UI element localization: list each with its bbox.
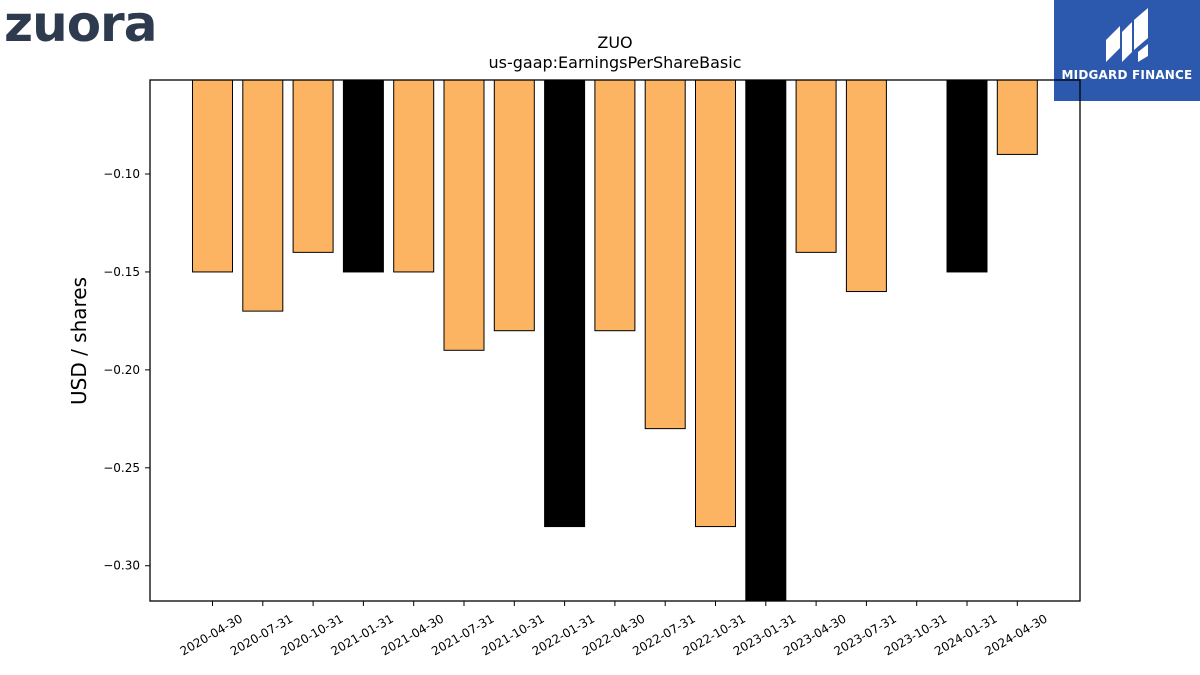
- chart-subtitle: us-gaap:EarningsPerShareBasic: [488, 53, 741, 72]
- bar-2023-04-30: [795, 79, 837, 253]
- partner-name: MIDGARD FINANCE: [1061, 68, 1193, 82]
- bar-2021-04-30: [393, 79, 435, 273]
- chart-title: ZUO: [597, 33, 632, 52]
- bar-2021-01-31: [342, 79, 384, 273]
- bar-2022-01-31: [544, 79, 586, 528]
- bars-group: [192, 79, 1038, 602]
- y-tick-label: −0.20: [103, 363, 140, 377]
- bar-2021-10-31: [493, 79, 535, 332]
- y-tick-label: −0.30: [103, 559, 140, 573]
- y-axis: −0.10 −0.15 −0.20 −0.25 −0.30: [103, 167, 150, 573]
- y-tick-label: −0.25: [103, 461, 140, 475]
- x-axis: 2020-04-302020-07-312020-10-312021-01-31…: [178, 601, 1050, 658]
- bar-2024-01-31: [946, 79, 988, 273]
- partner-badge: MIDGARD FINANCE: [1054, 0, 1200, 101]
- bar-2021-07-31: [443, 79, 485, 351]
- bar-2023-01-31: [745, 79, 787, 602]
- bar-2024-04-30: [996, 79, 1038, 155]
- bar-2020-07-31: [242, 79, 284, 312]
- midgard-logo-icon: [1106, 8, 1148, 62]
- y-tick-label: −0.15: [103, 265, 140, 279]
- bar-2020-10-31: [292, 79, 334, 253]
- bar-2020-04-30: [192, 79, 233, 273]
- bar-2022-07-31: [644, 79, 686, 430]
- bar-2023-07-31: [845, 79, 887, 293]
- bar-2022-10-31: [695, 79, 736, 528]
- plot-frame: [149, 79, 1081, 602]
- y-axis-label: USD / shares: [67, 277, 91, 405]
- y-tick-label: −0.10: [103, 167, 140, 181]
- zuora-logo: zuora: [4, 0, 157, 53]
- bar-2022-04-30: [594, 79, 636, 332]
